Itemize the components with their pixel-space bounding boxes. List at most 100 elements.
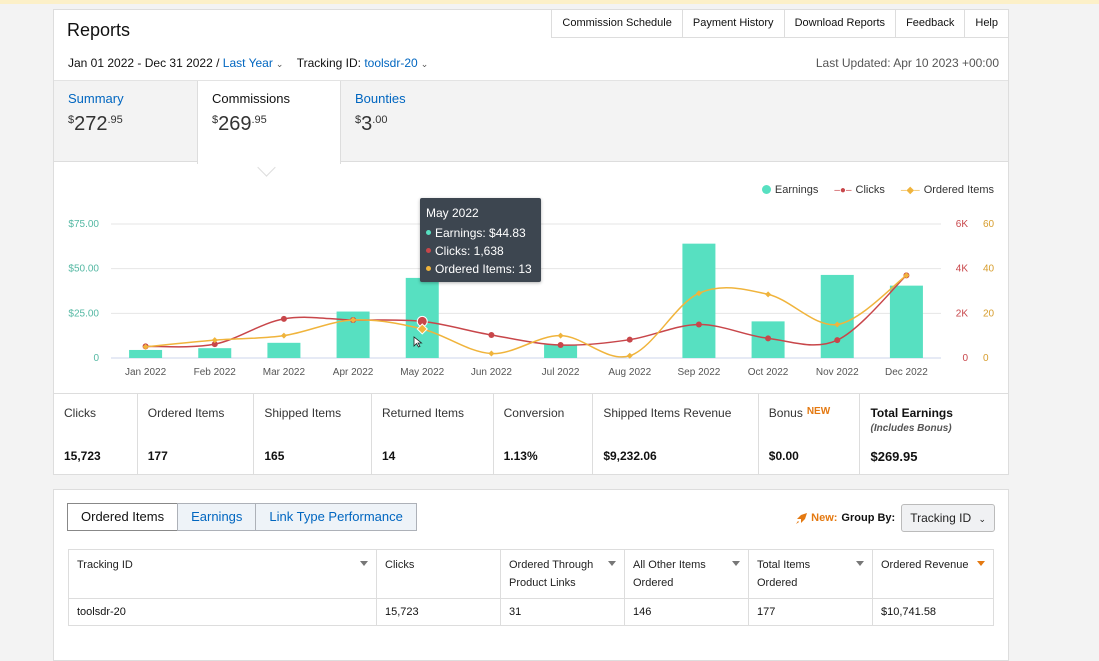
chart-legend: Earnings –●– Clicks –◆– Ordered Items [761, 184, 994, 196]
clicks-point [765, 335, 772, 342]
legend-ordered-items[interactable]: –◆– Ordered Items [900, 184, 994, 196]
ordered-items-point [350, 317, 357, 324]
col-tracking-id[interactable]: Tracking ID [68, 549, 377, 599]
rocket-icon [796, 512, 808, 524]
tab-commissions-label: Commissions [212, 91, 291, 106]
chevron-down-icon: ⌄ [420, 59, 429, 69]
y-right2-tick-label: 60 [983, 219, 995, 230]
date-range: Jan 01 2022 - Dec 31 2022 / [68, 56, 220, 70]
metric-returned-items: Returned Items 14 [372, 394, 494, 475]
x-tick-label: Jan 2022 [125, 367, 167, 378]
ordered-items-point [557, 332, 564, 339]
col-total-items[interactable]: Total Items Ordered [748, 549, 873, 599]
top-links: Commission Schedule Payment History Down… [551, 10, 1008, 38]
chart-tooltip: May 2022 Earnings: $44.83 Clicks: 1,638 … [420, 198, 541, 282]
ordered-line-icon: –◆– [900, 185, 920, 196]
mouse-cursor-icon [413, 336, 423, 348]
col-ordered-revenue[interactable]: Ordered Revenue [872, 549, 994, 599]
sort-icon[interactable] [977, 561, 985, 566]
clicks-point [280, 315, 287, 322]
metric-shipped-revenue: Shipped Items Revenue $9,232.06 [593, 394, 759, 475]
x-tick-label: May 2022 [400, 367, 444, 378]
metric-bonus: Bonus NEW $0.00 [759, 394, 861, 475]
cell-total-items: 177 [748, 598, 873, 626]
x-tick-label: Jul 2022 [542, 367, 580, 378]
earnings-bar [198, 348, 232, 358]
col-ordered-through[interactable]: Ordered Through Product Links [500, 549, 625, 599]
tab-link-type-performance[interactable]: Link Type Performance [255, 503, 417, 531]
y-right2-tick-label: 40 [983, 264, 995, 275]
new-badge: NEW [806, 406, 831, 417]
tab-commissions[interactable]: Commissions $269.95 [197, 81, 341, 164]
cell-all-other: 146 [624, 598, 749, 626]
clicks-line [145, 274, 907, 348]
metric-conversion: Conversion 1.13% [494, 394, 594, 475]
report-table-card: Ordered Items Earnings Link Type Perform… [53, 489, 1009, 661]
tab-earnings[interactable]: Earnings [177, 503, 257, 531]
y-tick-label: $75.00 [68, 219, 99, 230]
clicks-point [488, 331, 495, 338]
ordered-items-point [765, 291, 772, 298]
metric-clicks: Clicks 15,723 [54, 394, 138, 475]
feedback-link[interactable]: Feedback [896, 10, 966, 37]
tab-summary-label: Summary [68, 91, 124, 106]
ordered-items-point [834, 321, 841, 328]
y-tick-label: $50.00 [68, 264, 99, 275]
ordered-items-point [903, 272, 910, 279]
metric-ordered-items: Ordered Items 177 [138, 394, 255, 475]
help-link[interactable]: Help [975, 17, 998, 29]
sort-icon[interactable] [856, 561, 864, 566]
clicks-point [557, 342, 564, 349]
sort-icon[interactable] [608, 561, 616, 566]
cell-ordered-through: 31 [500, 598, 625, 626]
report-tabs: Ordered Items Earnings Link Type Perform… [67, 503, 417, 531]
tracking-id-link[interactable]: toolsdr-20 [68, 598, 377, 626]
commission-schedule-link[interactable]: Commission Schedule [552, 10, 683, 37]
cell-ordered-revenue: $10,741.58 [872, 598, 994, 626]
tab-summary-value: $272.95 [68, 113, 123, 135]
earnings-bar [889, 285, 923, 358]
x-tick-label: Apr 2022 [333, 367, 374, 378]
clicks-point [626, 336, 633, 343]
x-tick-label: Sep 2022 [678, 367, 721, 378]
ordered-items-point [695, 290, 702, 297]
reports-card: Reports Commission Schedule Payment Hist… [53, 9, 1009, 475]
tab-summary[interactable]: Summary $272.95 [54, 81, 196, 161]
y-right-tick-label: 0 [962, 353, 968, 364]
page-title: Reports [67, 20, 131, 40]
tab-bounties[interactable]: Bounties $3.00 [341, 81, 483, 161]
chart-svg: 0 $25.00 $50.00 $75.00 0 2K 4K 6K 0 20 40 60 Jan 202… [68, 219, 995, 378]
sort-icon[interactable] [360, 561, 368, 566]
tab-commissions-value: $269.95 [212, 113, 267, 135]
report-table: Tracking ID Clicks Ordered Through Produ… [68, 549, 994, 626]
group-by-label: Group By: [841, 512, 896, 524]
earnings-dot-icon [761, 185, 771, 194]
earnings-chart: Earnings –●– Clicks –◆– Ordered Items 0 $25… [54, 162, 1008, 393]
group-by-select[interactable]: Tracking ID ⌄ [901, 504, 995, 532]
x-tick-label: Aug 2022 [608, 367, 651, 378]
summary-tabs: Summary $272.95 Commissions $269.95 Boun… [54, 80, 1008, 164]
x-tick-label: Mar 2022 [263, 367, 306, 378]
sort-icon[interactable] [732, 561, 740, 566]
y-right-tick-label: 4K [956, 264, 969, 275]
earnings-bar [129, 349, 163, 358]
tab-bounties-label: Bounties [355, 91, 406, 106]
metric-total-earnings: Total Earnings (Includes Bonus) $269.95 [870, 406, 953, 464]
tracking-id-dropdown[interactable]: toolsdr-20 ⌄ [364, 56, 428, 70]
legend-earnings[interactable]: Earnings [761, 184, 818, 196]
last-updated: Last Updated: Apr 10 2023 +00:00 [815, 56, 999, 70]
filters: Jan 01 2022 - Dec 31 2022 / Last Year ⌄ T… [68, 56, 428, 70]
col-clicks[interactable]: Clicks [376, 549, 501, 599]
download-reports-link[interactable]: Download Reports [785, 10, 897, 37]
ordered-items-line [145, 274, 907, 358]
ordered-items-point [211, 337, 218, 344]
tooltip-earnings: Earnings: $44.83 [426, 226, 526, 240]
tracking-id-label: Tracking ID: [296, 56, 361, 70]
legend-clicks[interactable]: –●– Clicks [834, 184, 885, 196]
payment-history-link[interactable]: Payment History [683, 10, 785, 37]
date-preset-dropdown[interactable]: Last Year ⌄ [223, 56, 284, 70]
tab-ordered-items[interactable]: Ordered Items [67, 503, 179, 531]
tab-bounties-value: $3.00 [355, 113, 388, 135]
col-all-other-items[interactable]: All Other Items Ordered [624, 549, 749, 599]
x-tick-label: Dec 2022 [885, 367, 928, 378]
